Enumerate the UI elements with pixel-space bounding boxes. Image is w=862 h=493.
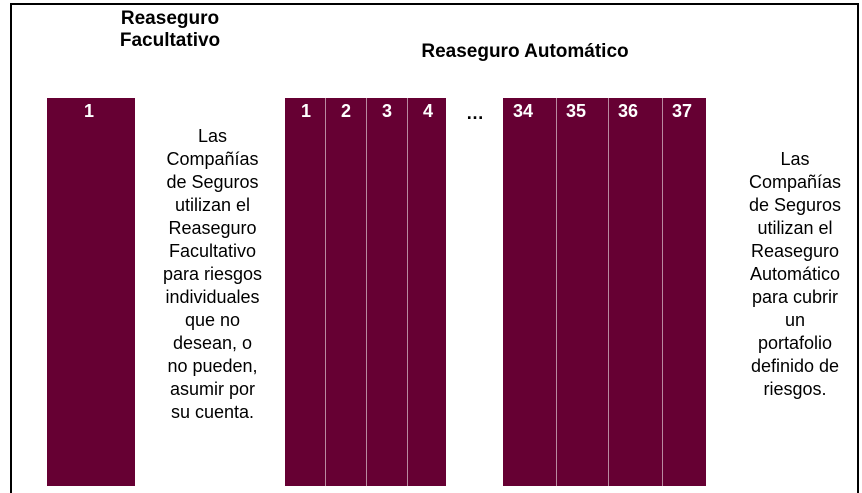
text-line: Las bbox=[197, 126, 228, 146]
text-line: de Seguros bbox=[748, 195, 842, 215]
text-line: utilizan el bbox=[174, 195, 251, 215]
text-line: definido de bbox=[750, 356, 840, 376]
text-line: portafolio bbox=[757, 333, 833, 353]
column-separator bbox=[662, 98, 663, 486]
text-line: un bbox=[784, 310, 806, 330]
column-number: 36 bbox=[618, 101, 639, 121]
text-line: Automático bbox=[749, 264, 841, 284]
text-line: desean, o bbox=[172, 333, 253, 353]
column-number: 3 bbox=[382, 101, 393, 121]
text-line: que no bbox=[184, 310, 241, 330]
ellipsis: … bbox=[466, 103, 484, 123]
text-line: no pueden, bbox=[167, 356, 258, 376]
automatic-bar-group bbox=[503, 98, 706, 486]
text-line: individuales bbox=[165, 287, 260, 307]
text-line: Compañías bbox=[748, 172, 842, 192]
column-number: 37 bbox=[672, 101, 693, 121]
text-line: riesgos. bbox=[763, 379, 827, 399]
text-line: Compañías bbox=[166, 149, 259, 169]
facultative-text: Las Compañías de Seguros utilizan el Reasegu… bbox=[140, 125, 285, 424]
text-line: Facultativo bbox=[168, 241, 257, 261]
facultative-bar bbox=[47, 98, 135, 486]
column-number: 2 bbox=[341, 101, 352, 121]
column-number: 1 bbox=[301, 101, 312, 121]
column-separator bbox=[325, 98, 326, 486]
text-line: para cubrir bbox=[751, 287, 839, 307]
column-separator bbox=[407, 98, 408, 486]
text-line: de Seguros bbox=[166, 172, 259, 192]
column-separator bbox=[608, 98, 609, 486]
frame bbox=[10, 3, 859, 493]
heading-line: Reaseguro bbox=[120, 8, 220, 29]
heading-line: Facultativo bbox=[119, 30, 221, 51]
text-line: Reaseguro bbox=[750, 241, 840, 261]
column-separator bbox=[366, 98, 367, 486]
column-number: 1 bbox=[84, 101, 95, 121]
column-separator bbox=[556, 98, 557, 486]
text-line: asumir por bbox=[169, 379, 256, 399]
automatic-text: Las Compañías de Seguros utilizan el Reasegu… bbox=[720, 148, 862, 401]
automatic-bar-group bbox=[285, 98, 446, 486]
text-line: Reaseguro bbox=[168, 218, 257, 238]
automatic-heading: Reaseguro Automático bbox=[421, 41, 629, 62]
column-number: 4 bbox=[423, 101, 434, 121]
text-line: Las bbox=[780, 149, 810, 169]
text-line: su cuenta. bbox=[170, 402, 255, 422]
facultative-heading: Reaseguro Facultativo bbox=[100, 8, 240, 52]
text-line: para riesgos bbox=[162, 264, 263, 284]
column-number: 35 bbox=[566, 101, 587, 121]
column-number: 34 bbox=[513, 101, 534, 121]
text-line: utilizan el bbox=[757, 218, 833, 238]
